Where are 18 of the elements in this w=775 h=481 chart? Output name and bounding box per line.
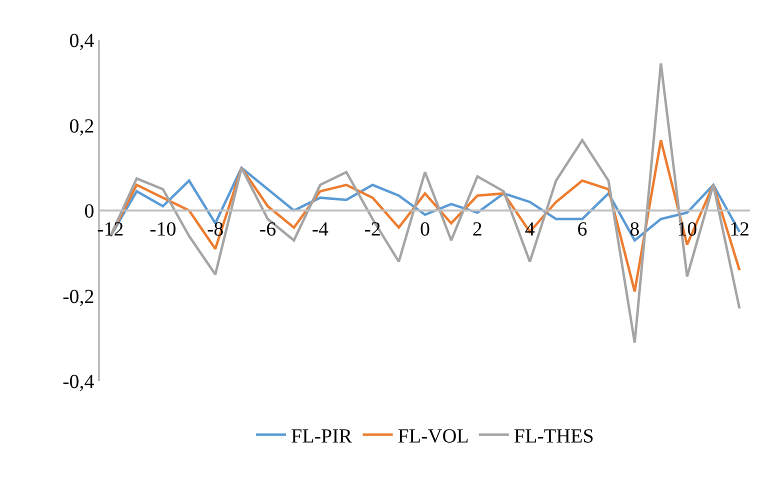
x-tick-label: -2 — [364, 218, 381, 240]
y-tick-label: 0,2 — [69, 115, 94, 138]
y-tick-label: 0,4 — [69, 30, 94, 52]
y-tick-label: -0,2 — [62, 286, 94, 308]
x-tick-label: -12 — [97, 218, 124, 240]
x-tick-label: 2 — [472, 218, 482, 240]
legend-label: FL-PIR — [291, 425, 353, 448]
y-tick-label: -0,4 — [62, 371, 94, 393]
x-tick-label: 12 — [730, 218, 750, 240]
x-tick-label: 8 — [630, 218, 640, 240]
x-tick-label: 0 — [420, 218, 430, 240]
x-tick-label: -4 — [312, 218, 328, 240]
legend-label: FL-VOL — [398, 425, 469, 448]
x-tick-label: -10 — [150, 218, 176, 240]
legend-label: FL-THES — [514, 425, 594, 448]
y-tick-label: 0 — [84, 200, 94, 222]
x-tick-label: -6 — [259, 218, 276, 240]
x-tick-label: 6 — [577, 218, 588, 240]
